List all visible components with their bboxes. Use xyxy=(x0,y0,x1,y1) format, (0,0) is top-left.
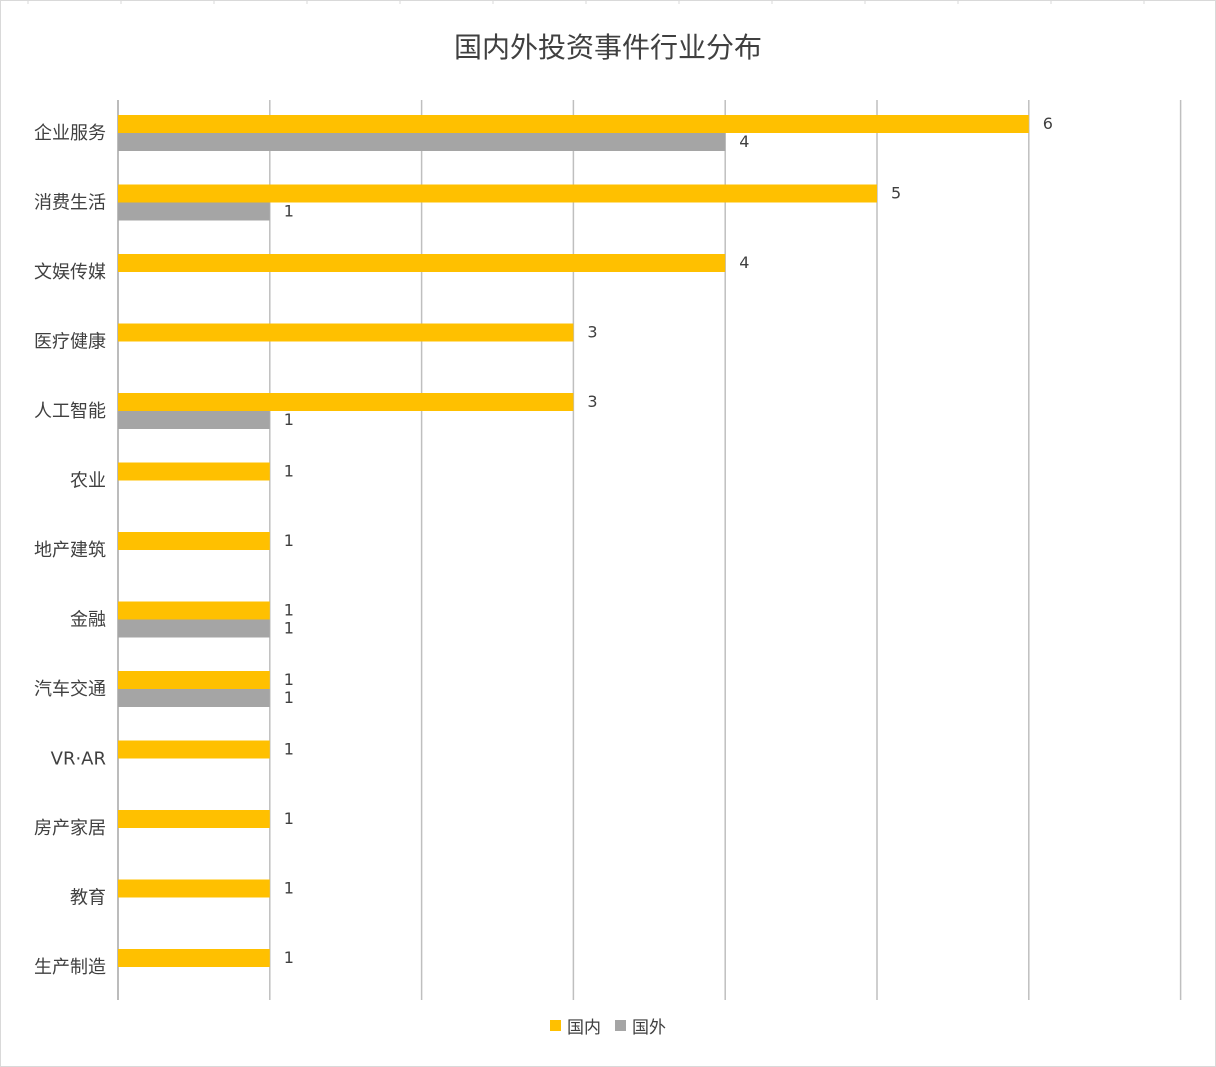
bar-foreign xyxy=(118,619,270,638)
bar-domestic xyxy=(118,532,270,550)
legend-item: 国内 xyxy=(550,1013,601,1038)
legend-label: 国外 xyxy=(632,1018,666,1038)
data-label: 1 xyxy=(284,462,294,481)
data-label: 1 xyxy=(284,202,294,221)
bar-domestic xyxy=(118,879,270,898)
data-label: 4 xyxy=(739,132,749,151)
bar-domestic xyxy=(118,115,1029,133)
category-label: 农业 xyxy=(70,471,106,492)
bar-domestic xyxy=(118,393,574,411)
data-label: 4 xyxy=(739,253,749,272)
data-label: 5 xyxy=(891,184,901,203)
bar-foreign xyxy=(118,133,726,151)
chart-legend: 国内 国外 xyxy=(0,1013,1216,1038)
category-label: 教育 xyxy=(70,888,106,909)
data-label: 1 xyxy=(284,670,294,689)
bar-foreign xyxy=(118,202,270,221)
bar-domestic xyxy=(118,949,270,967)
legend-item: 国外 xyxy=(615,1013,666,1038)
category-label: 消费生活 xyxy=(34,193,106,214)
bar-domestic xyxy=(118,810,270,828)
legend-label: 国内 xyxy=(567,1018,601,1038)
data-label: 1 xyxy=(284,601,294,620)
data-label: 1 xyxy=(284,619,294,638)
bar-foreign xyxy=(118,689,270,707)
data-label: 1 xyxy=(284,410,294,429)
bar-foreign xyxy=(118,411,270,429)
category-label: 金融 xyxy=(70,610,106,631)
bar-domestic xyxy=(118,601,270,620)
data-label: 1 xyxy=(284,688,294,707)
data-label: 1 xyxy=(284,879,294,898)
chart-title: 国内外投资事件行业分布 xyxy=(453,31,762,64)
bar-domestic xyxy=(118,740,270,759)
bar-domestic xyxy=(118,254,726,272)
category-label: 汽车交通 xyxy=(34,679,106,700)
data-label: 1 xyxy=(284,740,294,759)
category-label: 文娱传媒 xyxy=(34,262,106,283)
top-edge-strip xyxy=(27,0,1145,4)
bar-domestic xyxy=(118,671,270,689)
category-label: 人工智能 xyxy=(34,401,106,422)
category-label: 企业服务 xyxy=(34,123,106,144)
category-label: 房产家居 xyxy=(34,818,106,839)
data-label: 3 xyxy=(587,323,597,342)
category-label: 地产建筑 xyxy=(34,540,106,561)
data-label: 1 xyxy=(284,809,294,828)
bar-domestic xyxy=(118,323,574,342)
data-label: 6 xyxy=(1043,114,1053,133)
category-label: 生产制造 xyxy=(34,957,106,978)
data-label: 1 xyxy=(284,948,294,967)
data-label: 3 xyxy=(587,392,597,411)
category-label: VR·AR xyxy=(51,749,106,770)
legend-swatch xyxy=(615,1020,626,1031)
data-label: 1 xyxy=(284,531,294,550)
bar-domestic xyxy=(118,184,877,203)
legend-swatch xyxy=(550,1020,561,1031)
category-label: 医疗健康 xyxy=(34,332,106,353)
bar-domestic xyxy=(118,462,270,481)
